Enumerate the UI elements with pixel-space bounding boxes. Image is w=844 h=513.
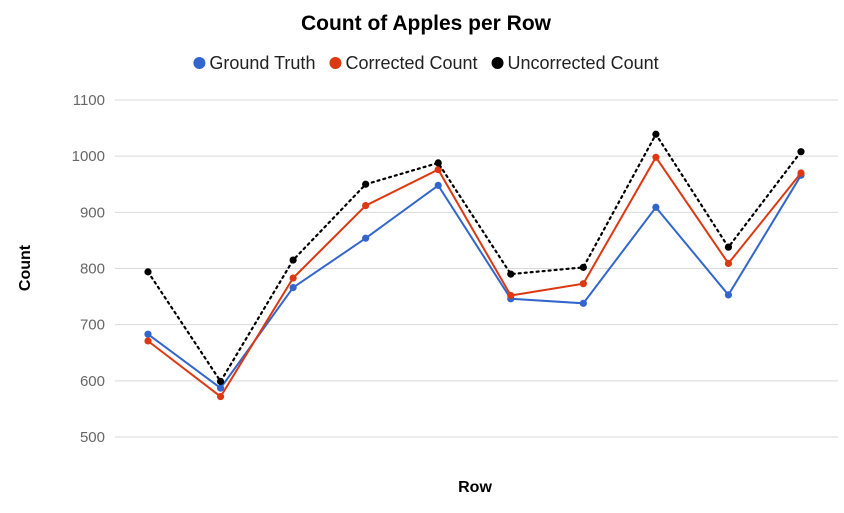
legend-label: Ground Truth — [209, 53, 315, 73]
y-axis-title: Count — [17, 244, 34, 291]
series-3 — [144, 130, 805, 385]
data-point — [289, 256, 297, 264]
data-point — [362, 201, 370, 210]
data-point — [579, 299, 587, 307]
data-point — [216, 384, 225, 392]
legend-item-3: Uncorrected Count — [491, 53, 659, 73]
data-point — [579, 280, 587, 288]
data-point — [724, 243, 733, 251]
data-point — [289, 274, 297, 282]
series-2 — [144, 153, 805, 401]
legend-label: Corrected Count — [345, 53, 477, 73]
data-point — [652, 203, 660, 211]
data-point — [362, 180, 370, 188]
data-point — [434, 166, 442, 174]
data-point — [652, 153, 660, 161]
y-axis-ticks: 500 600 700 800 900 1000 1100 — [72, 92, 105, 446]
y-tick-label: 1100 — [73, 92, 105, 109]
data-point — [652, 130, 660, 138]
data-point — [724, 259, 733, 268]
data-point — [579, 263, 587, 271]
data-point — [507, 291, 515, 300]
data-point — [797, 148, 805, 156]
legend-item-2: Corrected Count — [329, 53, 478, 73]
legend-marker — [193, 57, 206, 69]
y-tick-label: 600 — [80, 373, 105, 390]
series-line — [147, 155, 802, 399]
x-axis-title: Row — [458, 479, 492, 496]
y-tick-label: 900 — [80, 204, 105, 221]
legend-marker — [329, 57, 342, 69]
y-gridlines — [115, 99, 838, 438]
data-point — [216, 392, 225, 401]
legend-marker — [491, 57, 504, 69]
y-tick-label: 700 — [80, 317, 105, 334]
series-lines — [144, 130, 805, 401]
data-point — [144, 337, 152, 345]
data-point — [144, 268, 152, 276]
data-point — [724, 291, 733, 299]
data-point — [289, 283, 297, 292]
data-point — [434, 181, 442, 189]
y-tick-label: 1000 — [72, 148, 105, 165]
y-tick-label: 800 — [80, 261, 105, 278]
data-point — [507, 270, 515, 278]
legend-label: Uncorrected Count — [508, 53, 659, 73]
y-tick-label: 500 — [80, 429, 105, 446]
data-point — [797, 169, 805, 177]
data-point — [362, 234, 370, 242]
data-point — [144, 330, 152, 338]
data-point — [434, 159, 442, 167]
data-point — [216, 377, 225, 385]
legend-item-1: Ground Truth — [193, 53, 315, 73]
chart-legend: Ground Truth Corrected Count Uncorrected C… — [193, 53, 659, 73]
series-line — [146, 132, 803, 384]
chart-title: Count of Apples per Row — [301, 12, 552, 35]
